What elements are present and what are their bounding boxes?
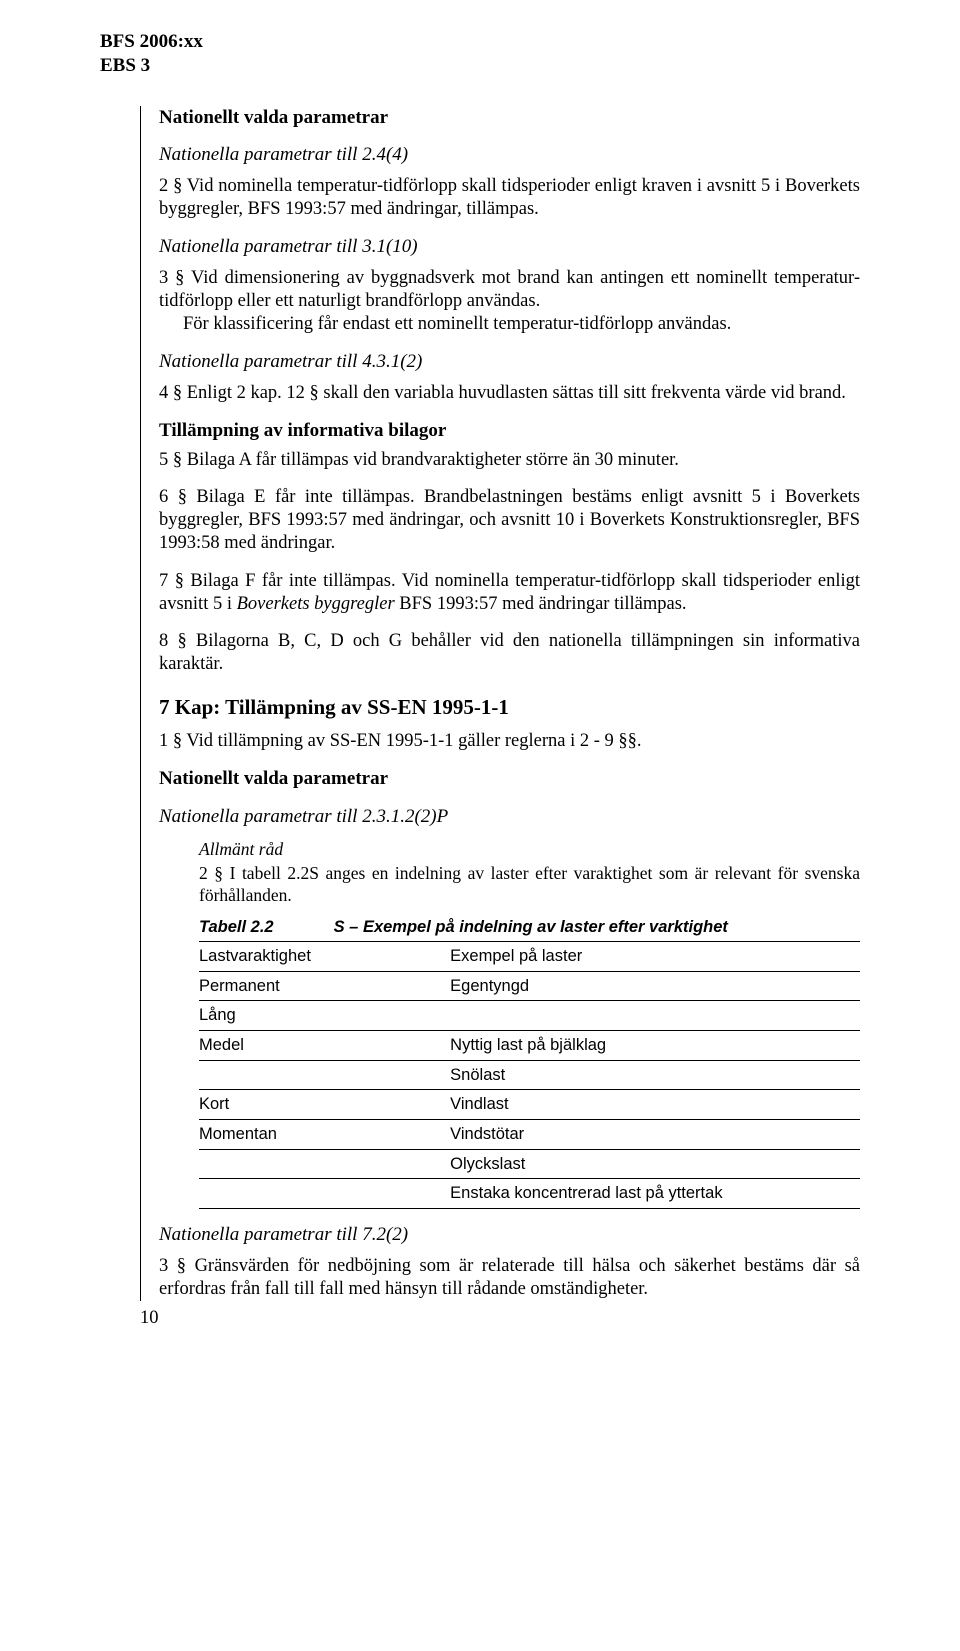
table-cell: Olyckslast xyxy=(450,1149,860,1179)
table-cell: Kort xyxy=(199,1090,450,1120)
table-cell: Momentan xyxy=(199,1119,450,1149)
para-7-ital: Boverkets byggregler xyxy=(237,594,395,614)
table-cell xyxy=(450,1001,860,1031)
subtitle-3-1-10: Nationella parametrar till 3.1(10) xyxy=(159,235,860,259)
para-2: 2 § Vid nominella temperatur-tidförlopp … xyxy=(159,175,860,221)
para-last: 3 § Gränsvärden för nedböjning som är re… xyxy=(159,1255,860,1301)
table-caption: Tabell 2.2S – Exempel på indelning av la… xyxy=(199,917,860,942)
table-loads: Tabell 2.2S – Exempel på indelning av la… xyxy=(199,917,860,1209)
subtitle-4-3-1-2: Nationella parametrar till 4.3.1(2) xyxy=(159,350,860,374)
para-6: 6 § Bilaga E får inte tillämpas. Brandbe… xyxy=(159,486,860,555)
table-cell: Snölast xyxy=(450,1060,860,1090)
table-cell: Enstaka koncentrerad last på yttertak xyxy=(450,1179,860,1209)
section-title-1: Nationellt valda parametrar xyxy=(159,106,860,130)
header-line-2: EBS 3 xyxy=(100,54,860,78)
para-8: 8 § Bilagorna B, C, D och G behåller vid… xyxy=(159,630,860,676)
table-cell xyxy=(199,1060,450,1090)
para-7: 7 § Bilaga F får inte tillämpas. Vid nom… xyxy=(159,570,860,616)
table-caption-label: Tabell 2.2 xyxy=(199,917,334,938)
para-3b: För klassificering får endast ett nomine… xyxy=(159,313,860,336)
page-number: 10 xyxy=(140,1307,860,1330)
table-header-col2: Exempel på laster xyxy=(450,942,860,972)
table-body: PermanentEgentyngdLångMedelNyttig last p… xyxy=(199,971,860,1208)
table-cell xyxy=(199,1149,450,1179)
para-7-post: BFS 1993:57 med ändringar tillämpas. xyxy=(395,594,687,614)
table-cell: Vindlast xyxy=(450,1090,860,1120)
document-header: BFS 2006:xx EBS 3 xyxy=(100,30,860,78)
table-cell: Nyttig last på bjälklag xyxy=(450,1031,860,1061)
advice-text: 2 § I tabell 2.2S anges en indelning av … xyxy=(199,863,860,907)
subtitle-2-3-1-2: Nationella parametrar till 2.3.1.2(2)P xyxy=(159,805,860,829)
subtitle-2-4-4: Nationella parametrar till 2.4(4) xyxy=(159,143,860,167)
para-4: 4 § Enligt 2 kap. 12 § skall den variabl… xyxy=(159,382,860,405)
chapter-7-title: 7 Kap: Tillämpning av SS-EN 1995-1-1 xyxy=(159,694,860,720)
table-header-col1: Lastvaraktighet xyxy=(199,942,450,972)
para-5: 5 § Bilaga A får tillämpas vid brandvara… xyxy=(159,449,860,472)
advice-heading: Allmänt råd xyxy=(199,839,860,861)
main-content: Nationellt valda parametrar Nationella p… xyxy=(140,106,860,1301)
table-cell: Lång xyxy=(199,1001,450,1031)
table-cell: Vindstötar xyxy=(450,1119,860,1149)
para-3a: 3 § Vid dimensionering av byggnadsverk m… xyxy=(159,267,860,313)
table-cell: Medel xyxy=(199,1031,450,1061)
advice-block: Allmänt råd 2 § I tabell 2.2S anges en i… xyxy=(199,839,860,1209)
section-title-2: Nationellt valda parametrar xyxy=(159,767,860,791)
header-line-1: BFS 2006:xx xyxy=(100,30,860,54)
table-cell: Permanent xyxy=(199,971,450,1001)
subtitle-7-2-2: Nationella parametrar till 7.2(2) xyxy=(159,1223,860,1247)
bilagor-title: Tillämpning av informativa bilagor xyxy=(159,419,860,443)
table-cell xyxy=(199,1179,450,1209)
table-cell: Egentyngd xyxy=(450,971,860,1001)
para-7-1: 1 § Vid tillämpning av SS-EN 1995-1-1 gä… xyxy=(159,730,860,753)
table-caption-text: S – Exempel på indelning av laster efter… xyxy=(334,918,728,936)
